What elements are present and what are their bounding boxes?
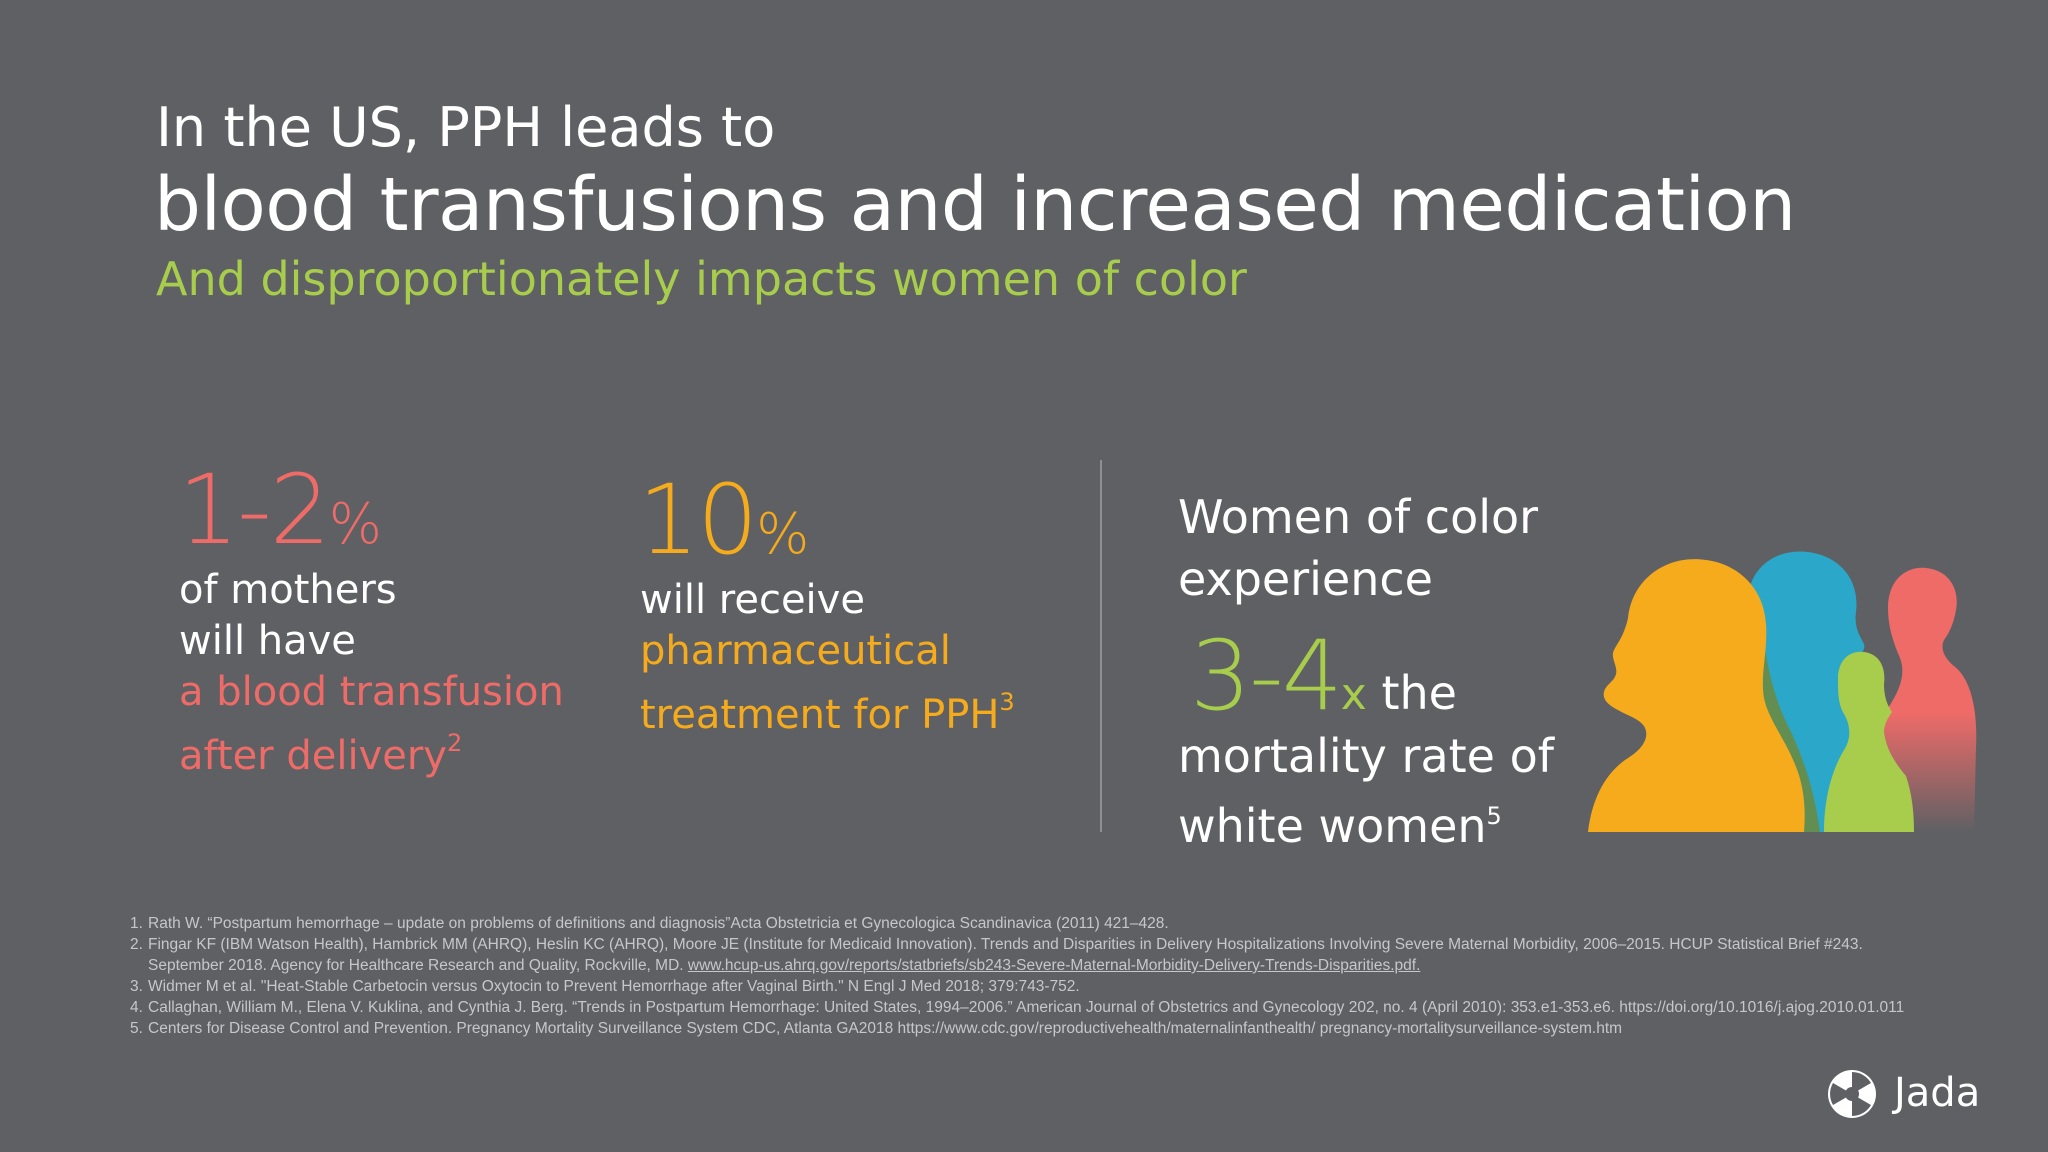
silhouette-amber: [1588, 559, 1805, 832]
stat-1-highlight-2: after delivery: [179, 733, 447, 779]
jada-logo: Jada: [1826, 1066, 1986, 1122]
subtitle: And disproportionately impacts women of …: [156, 252, 1247, 306]
silhouette-lime: [1824, 651, 1914, 832]
reference-4: 4. Callaghan, William M., Elena V. Kuklin…: [130, 997, 1920, 1018]
stat-2-highlight-1: pharmaceutical: [640, 628, 951, 674]
stat-1-highlight-1: a blood transfusion: [179, 669, 564, 715]
stat-3-unit: x: [1340, 669, 1367, 720]
reference-4-number: 4.: [130, 999, 143, 1016]
stat-3-intro: Women of color experience: [1178, 486, 1538, 610]
stat-2-highlight-2-row: treatment for PPH3: [640, 677, 1015, 741]
stat-2-line-1: will receive: [640, 577, 865, 623]
jada-logo-icon: [1828, 1070, 1876, 1118]
stat-1-unit: %: [328, 492, 383, 557]
reference-2: 2. Fingar KF (IBM Watson Health), Hambric…: [130, 934, 1920, 976]
stat-3-line-2-row: white women5: [1178, 786, 1554, 856]
reference-3-text: Widmer M et al. "Heat-Stable Carbetocin …: [148, 978, 1080, 995]
stat-2-value: 10: [638, 464, 758, 576]
title-line-2: blood transfusions and increased medicat…: [154, 162, 1796, 248]
reference-5-text: Centers for Disease Control and Preventi…: [148, 1020, 1623, 1037]
stat-1-reference: 2: [446, 729, 463, 757]
stat-1-line-2: will have: [179, 618, 356, 664]
reference-3-number: 3.: [130, 978, 143, 995]
stat-3-value: 3-4: [1190, 620, 1343, 732]
women-silhouettes-illustration: [1588, 551, 1977, 832]
reference-2-link[interactable]: www.hcup-us.ahrq.gov/reports/statbriefs/…: [687, 957, 1421, 974]
stat-1-number: 1-2%: [178, 462, 382, 558]
stat-1-value: 1-2: [178, 454, 331, 566]
vertical-divider: [1100, 460, 1102, 832]
title-line-1: In the US, PPH leads to: [156, 96, 776, 159]
reference-5-number: 5.: [130, 1020, 143, 1037]
reference-2-text: Fingar KF (IBM Watson Health), Hambrick …: [148, 936, 1863, 974]
brand-name: Jada: [1894, 1070, 1981, 1116]
stat-2-highlight-2: treatment for PPH: [640, 692, 1000, 738]
stat-3-reference: 5: [1486, 802, 1502, 830]
stat-2-number: 10%: [638, 472, 809, 568]
references-list: 1. Rath W. “Postpartum hemorrhage – updat…: [130, 913, 1920, 1039]
stat-1-line-1: of mothers: [179, 567, 397, 613]
stat-2-reference: 3: [999, 688, 1015, 716]
stat-1-highlight-2-row: after delivery2: [179, 718, 564, 782]
reference-1: 1. Rath W. “Postpartum hemorrhage – updat…: [130, 913, 1920, 934]
stat-3-number-row: 3-4x the: [1190, 620, 1457, 732]
reference-4-text: Callaghan, William M., Elena V. Kuklina,…: [148, 999, 1905, 1016]
reference-2-number: 2.: [130, 936, 143, 953]
stat-3-intro-line-2: experience: [1178, 552, 1433, 606]
reference-3: 3. Widmer M et al. "Heat-Stable Carbetoci…: [130, 976, 1920, 997]
stat-3-description: mortality rate of white women5: [1178, 726, 1554, 856]
stat-2-description: will receive pharmaceutical treatment fo…: [640, 575, 1015, 741]
reference-1-text: Rath W. “Postpartum hemorrhage – update …: [148, 915, 1169, 932]
stat-3-line-1: mortality rate of: [1178, 729, 1554, 783]
stat-1-description: of mothers will have a blood transfusion…: [179, 565, 564, 782]
stat-3-intro-line-1: Women of color: [1178, 490, 1539, 544]
reference-5: 5. Centers for Disease Control and Preven…: [130, 1018, 1920, 1039]
stat-2-unit: %: [756, 502, 810, 567]
stat-3-after-number: the: [1366, 666, 1457, 720]
reference-1-number: 1.: [130, 915, 143, 932]
stat-3-line-2: white women: [1178, 799, 1487, 853]
